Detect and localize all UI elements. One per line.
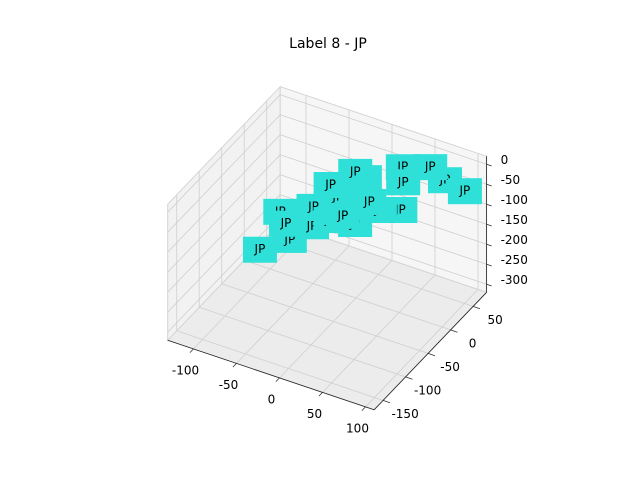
grid-line: [279, 260, 393, 379]
grid-line: [236, 245, 350, 364]
grid-line: [167, 154, 281, 273]
y-tick-label: -150: [391, 407, 418, 421]
tick-mark: [318, 392, 323, 397]
axis-line: [167, 339, 375, 411]
tick-mark: [275, 377, 280, 382]
chart-title: Label 8 - JP: [289, 36, 367, 52]
point-box: [269, 210, 303, 237]
point-label: JP: [424, 160, 436, 174]
y-tick-label: -50: [440, 360, 460, 374]
point-label: JP: [324, 178, 336, 192]
point-box: [313, 172, 348, 198]
y-tick-label: 50: [487, 313, 502, 327]
axis-line: [373, 292, 487, 411]
point-label: JP: [459, 184, 471, 198]
point-box: [325, 202, 360, 229]
tick-mark: [486, 203, 492, 207]
z-tick-label: -100: [501, 193, 528, 207]
tick-mark: [361, 406, 366, 411]
point-label: JP: [283, 232, 295, 246]
point-label: JP: [396, 160, 408, 174]
tick-mark: [450, 329, 458, 333]
x-tick-label: 100: [346, 421, 369, 435]
y-tick-label: 0: [469, 336, 477, 350]
grid-line: [280, 94, 487, 165]
tick-mark: [486, 183, 492, 187]
grid-line: [199, 306, 406, 378]
point-label: JP: [394, 203, 406, 217]
z-tick-label: -250: [501, 253, 528, 267]
tick-mark: [486, 223, 492, 227]
y-tick-label: -100: [414, 383, 441, 397]
grid-line: [365, 289, 479, 408]
grid-line: [221, 283, 429, 354]
grid-line: [176, 330, 384, 401]
tick-mark: [486, 243, 492, 247]
tick-mark: [189, 348, 194, 353]
z-tick-label: -200: [501, 233, 528, 247]
tick-mark: [486, 263, 492, 267]
grid-line: [244, 259, 451, 331]
point-label: JP: [349, 164, 361, 178]
point-label: JP: [254, 242, 266, 256]
tick-mark: [405, 376, 413, 380]
grid-line: [322, 274, 436, 393]
point-box: [242, 236, 277, 263]
point-label: JP: [337, 208, 349, 222]
tick-mark: [486, 283, 492, 287]
grid-line: [167, 174, 281, 293]
x-tick-label: -100: [172, 363, 199, 377]
point-box: [413, 154, 448, 181]
grid-line: [167, 134, 281, 253]
z-tick-label: -300: [501, 273, 528, 287]
point-box: [447, 178, 482, 205]
z-tick-label: -150: [501, 213, 528, 227]
grid-line: [167, 94, 281, 213]
grid-line: [167, 214, 281, 333]
grid-line: [167, 114, 281, 233]
x-tick-label: 0: [268, 392, 276, 406]
z-tick-label: -50: [501, 173, 521, 187]
x-tick-label: -50: [219, 378, 239, 392]
point-label: JP: [397, 175, 409, 189]
point-label: JP: [306, 219, 318, 233]
point-label: JP: [280, 216, 292, 230]
point-label: JP: [363, 195, 375, 209]
tick-mark: [472, 306, 481, 310]
tick-mark: [427, 353, 436, 357]
tick-mark: [232, 363, 237, 368]
tick-mark: [486, 163, 492, 167]
tick-mark: [382, 400, 391, 404]
x-tick-label: 50: [307, 407, 322, 421]
z-tick-label: 0: [501, 153, 509, 167]
point-label: JP: [307, 199, 319, 213]
grid-line: [167, 194, 281, 313]
